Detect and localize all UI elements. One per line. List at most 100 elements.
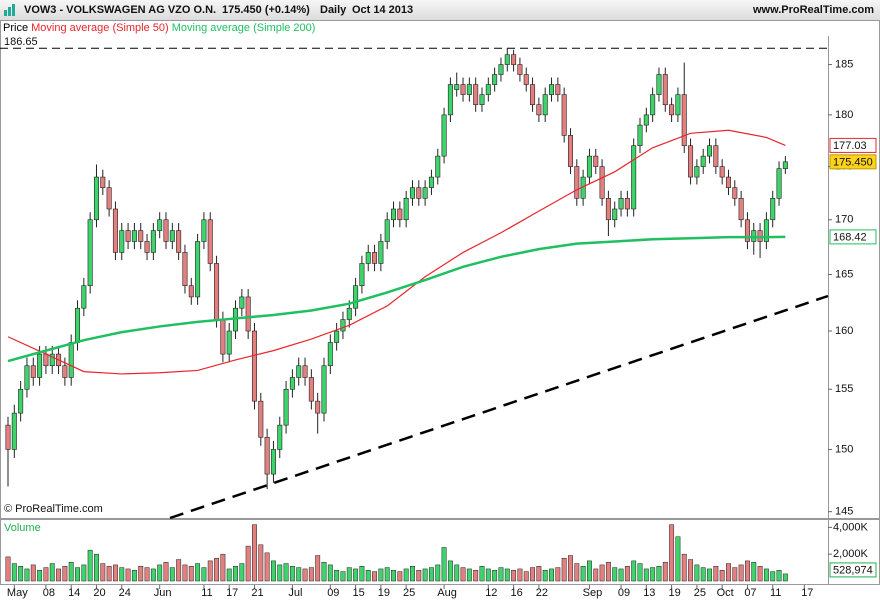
- trend-line: [169, 294, 829, 520]
- candle-body: [277, 424, 283, 450]
- volume-bar: [346, 567, 352, 582]
- volume-bar: [334, 570, 340, 582]
- candle-body: [713, 145, 719, 167]
- legend-item: Moving average (Simple 200): [171, 22, 316, 34]
- candle-body: [391, 208, 397, 221]
- candle-body: [555, 84, 561, 95]
- volume-bar: [157, 564, 163, 582]
- candle-body: [763, 219, 769, 242]
- volume-bar: [214, 557, 220, 582]
- candle-body: [24, 365, 30, 390]
- candle-body: [5, 424, 11, 450]
- candle-body: [226, 330, 232, 355]
- candle-body: [498, 64, 504, 75]
- y-tick-label: 160: [835, 325, 853, 337]
- legend-item: Price: [3, 22, 29, 34]
- candle-body: [327, 342, 333, 367]
- candle-body: [530, 84, 536, 106]
- y-tick-label: 185: [835, 58, 853, 70]
- candle-body: [359, 263, 365, 286]
- x-tick-label: 15: [352, 587, 364, 599]
- volume-bar: [744, 560, 750, 582]
- candle-body: [441, 114, 447, 157]
- volume-bar: [416, 570, 422, 582]
- candle-body: [49, 353, 55, 367]
- x-tick-label: 08: [43, 587, 55, 599]
- legend: Price Moving average (Simple 50) Moving …: [3, 21, 315, 35]
- legend-item: Moving average (Simple 50): [31, 22, 169, 34]
- x-tick-label: 17: [226, 587, 238, 599]
- candle-body: [612, 208, 618, 221]
- volume-bar: [81, 564, 87, 582]
- candle-body: [586, 155, 592, 178]
- candle-body: [707, 145, 713, 157]
- volume-bar: [163, 561, 169, 582]
- volume-bar: [763, 568, 769, 582]
- x-tick-label: 09: [618, 587, 630, 599]
- value-box-label: 528,974: [833, 564, 873, 576]
- volume-bar: [605, 561, 611, 582]
- volume-bar: [770, 571, 776, 582]
- candle-body: [81, 285, 87, 309]
- value-box-label: 177.03: [833, 140, 867, 152]
- candle-body: [150, 230, 156, 253]
- volume-bar: [239, 563, 245, 582]
- volume-bar: [56, 568, 62, 582]
- volume-bar: [150, 568, 156, 582]
- volume-bar: [289, 566, 295, 582]
- volume-bar: [87, 549, 93, 582]
- candle-body: [119, 230, 125, 253]
- volume-bar: [321, 561, 327, 582]
- volume-bar: [296, 567, 302, 582]
- volume-bar: [511, 570, 517, 582]
- candle-body: [732, 187, 738, 199]
- candle-body: [669, 104, 675, 116]
- x-tick-label: 17: [801, 587, 813, 599]
- candle-body: [397, 208, 403, 221]
- candle-body: [346, 307, 352, 320]
- volume-bar: [586, 560, 592, 582]
- moving-average: [7, 129, 786, 375]
- volume-bar: [372, 571, 378, 582]
- candle-body: [112, 208, 118, 253]
- candle-body: [473, 84, 479, 106]
- volume-bar: [359, 566, 365, 582]
- candle-body: [220, 319, 226, 355]
- moving-average: [7, 235, 786, 363]
- volume-bar: [106, 566, 112, 582]
- value-box-label: 175.450: [833, 156, 873, 168]
- volume-bar: [580, 566, 586, 582]
- volume-bar: [94, 553, 99, 582]
- volume-bar: [169, 567, 175, 582]
- candle-body: [340, 319, 346, 332]
- x-tick-label: 21: [251, 587, 263, 599]
- volume-bar: [650, 567, 656, 582]
- volume-bar: [119, 567, 125, 582]
- y-tick-label: 4,000K: [833, 521, 869, 533]
- volume-bar: [751, 561, 757, 582]
- volume-bar: [315, 555, 321, 582]
- volume-bar: [308, 567, 314, 582]
- volume-bar: [473, 570, 479, 582]
- credit: © ProRealTime.com: [4, 503, 103, 515]
- x-tick-label: 25: [694, 587, 706, 599]
- date: Oct 14 2013: [352, 4, 414, 16]
- x-tick-label: 16: [510, 587, 522, 599]
- x-tick-label: 14: [68, 587, 80, 599]
- candle-body: [245, 296, 251, 332]
- volume-bar: [201, 567, 207, 582]
- x-tick-label: 11: [770, 587, 781, 599]
- volume-bar: [669, 524, 675, 582]
- candle-body: [466, 84, 472, 95]
- candle-body: [296, 365, 302, 378]
- candle-body: [43, 353, 49, 367]
- candle-body: [605, 197, 611, 221]
- volume-bar: [782, 573, 788, 582]
- candle-body: [643, 114, 649, 126]
- candle-body: [37, 353, 43, 378]
- candle-body: [372, 252, 378, 264]
- candle-body: [75, 307, 81, 343]
- x-tick-label: May: [7, 587, 28, 599]
- candle-body: [144, 241, 150, 253]
